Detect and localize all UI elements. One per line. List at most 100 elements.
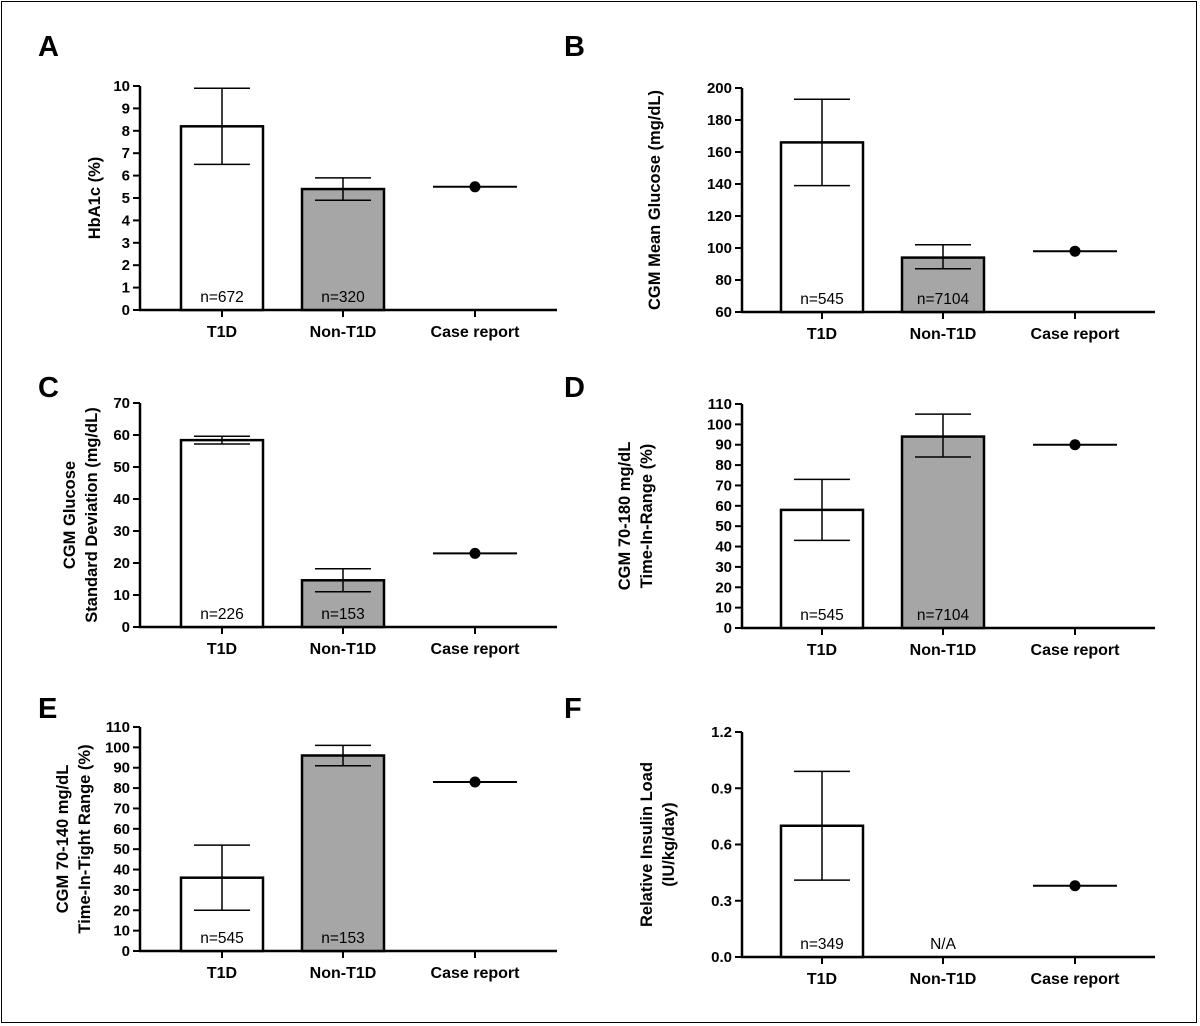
panel-letter: C: [38, 372, 59, 404]
x-category-label: T1D: [807, 326, 837, 343]
sample-size-label: n=349: [800, 936, 844, 953]
case-report-point: [1069, 245, 1081, 257]
x-category-label: T1D: [807, 642, 837, 659]
case-report-point: [469, 776, 481, 788]
x-category-label: Non-T1D: [910, 642, 977, 659]
y-axis-label: Time-In-Tight Range (%): [76, 744, 94, 933]
sample-size-label: n=545: [200, 930, 244, 947]
y-tick-label: 10: [113, 587, 130, 604]
x-category-label: Case report: [431, 641, 521, 658]
y-tick-label: 2: [122, 257, 130, 274]
panel-f: F Relative Insulin Load (IU/kg/day) 0.0 0.3 0…: [564, 693, 1155, 988]
bar: [900, 435, 986, 630]
y-tick-label: 90: [113, 760, 130, 777]
panel-a: A HbA1c (%) 0 1 2 3 4 5 6 7 8 9 10 T1D Non-T1D Case rep…: [38, 31, 557, 341]
y-tick-label: 160: [707, 144, 732, 161]
case-report-point: [1069, 880, 1081, 892]
y-tick-label: 10: [715, 600, 732, 617]
y-axis-label: Relative Insulin Load: [638, 762, 656, 927]
x-category-label: Non-T1D: [310, 965, 377, 982]
sample-size-label: n=545: [800, 291, 844, 308]
y-tick-label: 40: [113, 491, 130, 508]
y-tick-label: 50: [113, 459, 130, 476]
y-tick-label: 10: [113, 923, 130, 940]
y-tick-label: 20: [113, 555, 130, 572]
y-tick-label: 200: [707, 80, 732, 97]
y-tick-label: 140: [707, 176, 732, 193]
x-category-label: Case report: [1031, 971, 1121, 988]
y-tick-label: 0: [724, 620, 732, 637]
y-tick-label: 30: [715, 559, 732, 576]
panel-letter: F: [564, 693, 582, 725]
sample-size-label: N/A: [930, 936, 957, 953]
y-tick-label: 90: [715, 437, 732, 454]
y-tick-label: 3: [122, 235, 130, 252]
x-category-label: Case report: [431, 324, 521, 341]
y-axis-label: HbA1c (%): [86, 157, 104, 240]
x-category-label: T1D: [207, 324, 237, 341]
x-category-label: T1D: [807, 971, 837, 988]
y-tick-label: 60: [113, 427, 130, 444]
y-axis-label: (IU/kg/day): [660, 802, 678, 886]
panel-b: B CGM Mean Glucose (mg/dL) 60 80 100 120 140 16…: [564, 31, 1155, 343]
y-tick-label: 20: [113, 902, 130, 919]
panel-d: D CGM 70-180 mg/dL Time-In-Range (%) 0 10 20 3…: [564, 372, 1155, 659]
y-tick-label: 30: [113, 882, 130, 899]
y-tick-label: 50: [113, 841, 130, 858]
sample-size-label: n=672: [200, 289, 244, 306]
x-category-label: Non-T1D: [310, 641, 377, 658]
sample-size-label: n=226: [200, 606, 244, 623]
y-tick-label: 20: [715, 579, 732, 596]
x-category-label: T1D: [207, 641, 237, 658]
y-tick-label: 60: [113, 821, 130, 838]
y-tick-label: 0: [122, 943, 130, 960]
sample-size-label: n=7104: [917, 291, 970, 308]
sample-size-label: n=545: [800, 607, 844, 624]
panel-letter: A: [38, 31, 59, 63]
bar: [300, 754, 386, 953]
y-axis-label: Time-In-Range (%): [638, 444, 656, 589]
x-category-label: Non-T1D: [910, 971, 977, 988]
y-axis-label: CGM Glucose: [61, 461, 79, 569]
y-tick-label: 70: [113, 395, 130, 412]
panel-letter: E: [38, 693, 57, 725]
x-category-label: Case report: [1031, 326, 1121, 343]
y-tick-label: 0.0: [711, 949, 732, 966]
x-category-label: Case report: [431, 965, 521, 982]
y-tick-label: 70: [113, 800, 130, 817]
y-tick-label: 60: [715, 498, 732, 515]
y-tick-label: 180: [707, 112, 732, 129]
y-tick-label: 80: [113, 780, 130, 797]
y-tick-label: 1.2: [711, 724, 732, 741]
sample-size-label: n=320: [321, 289, 365, 306]
y-tick-label: 80: [715, 272, 732, 289]
sample-size-label: n=153: [321, 930, 365, 947]
y-tick-label: 40: [715, 539, 732, 556]
bar: [300, 187, 386, 312]
y-tick-label: 0.3: [711, 893, 732, 910]
y-tick-label: 60: [715, 304, 732, 321]
y-tick-label: 7: [122, 145, 130, 162]
y-axis-label: Standard Deviation (mg/dL): [83, 407, 101, 622]
panel-e: E CGM 70-140 mg/dL Time-In-Tight Range (%)…: [38, 693, 557, 982]
y-tick-label: 50: [715, 518, 732, 535]
y-tick-label: 100: [707, 240, 732, 257]
y-tick-label: 80: [715, 457, 732, 474]
panel-letter: D: [564, 372, 585, 404]
y-tick-label: 6: [122, 168, 130, 185]
y-axis-label: CGM 70-180 mg/dL: [616, 442, 634, 591]
y-axis-label: CGM Mean Glucose (mg/dL): [646, 90, 664, 310]
y-tick-label: 1: [122, 280, 130, 297]
case-report-point: [469, 181, 481, 193]
case-report-point: [469, 547, 481, 559]
y-tick-label: 110: [708, 396, 732, 413]
y-axis-label: CGM 70-140 mg/dL: [54, 765, 72, 914]
y-tick-label: 100: [707, 416, 732, 433]
y-tick-label: 120: [707, 208, 732, 225]
y-tick-label: 4: [122, 212, 131, 229]
panel-letter: B: [564, 31, 585, 63]
y-tick-label: 0.9: [711, 780, 732, 797]
y-tick-label: 9: [122, 100, 130, 117]
